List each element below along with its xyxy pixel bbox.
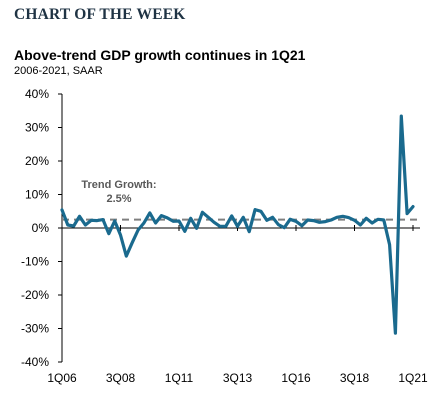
x-tick-label: 1Q21: [398, 371, 428, 385]
trend-label-line2: 2.5%: [106, 193, 131, 205]
x-axis: 1Q06 3Q08 1Q11 3Q13 1Q16 3Q18 1Q21: [47, 225, 428, 385]
gdp-growth-line: [60, 114, 415, 335]
trend-growth: Trend Growth: 2.5%: [62, 179, 420, 221]
y-tick-label: 20%: [25, 154, 49, 168]
chart-subtitle: 2006-2021, SAAR: [14, 65, 103, 77]
y-tick-label: -20%: [21, 288, 49, 302]
y-tick-label: -30%: [21, 322, 49, 336]
y-tick-label: -40%: [21, 355, 49, 369]
x-tick-label: 1Q06: [47, 371, 77, 385]
y-tick-label: 0%: [32, 221, 50, 235]
x-tick-label: 3Q08: [106, 371, 136, 385]
x-tick-label: 3Q18: [340, 371, 370, 385]
chart-title: Above-trend GDP growth continues in 1Q21: [14, 47, 306, 63]
chart-of-the-week-header: CHART OF THE WEEK: [14, 6, 186, 23]
y-axis: 40% 30% 20% 10% 0% -10% -20% -30% -40%: [21, 87, 63, 369]
x-tick-label: 1Q16: [281, 371, 311, 385]
x-tick-label: 3Q13: [223, 371, 253, 385]
gdp-series: [60, 114, 415, 335]
y-tick-label: 10%: [25, 188, 49, 202]
x-tick-label: 1Q11: [165, 371, 194, 385]
y-tick-label: -10%: [21, 255, 49, 269]
y-tick-label: 40%: [25, 87, 49, 101]
trend-label-line1: Trend Growth:: [81, 179, 156, 191]
y-tick-label: 30%: [25, 121, 49, 135]
